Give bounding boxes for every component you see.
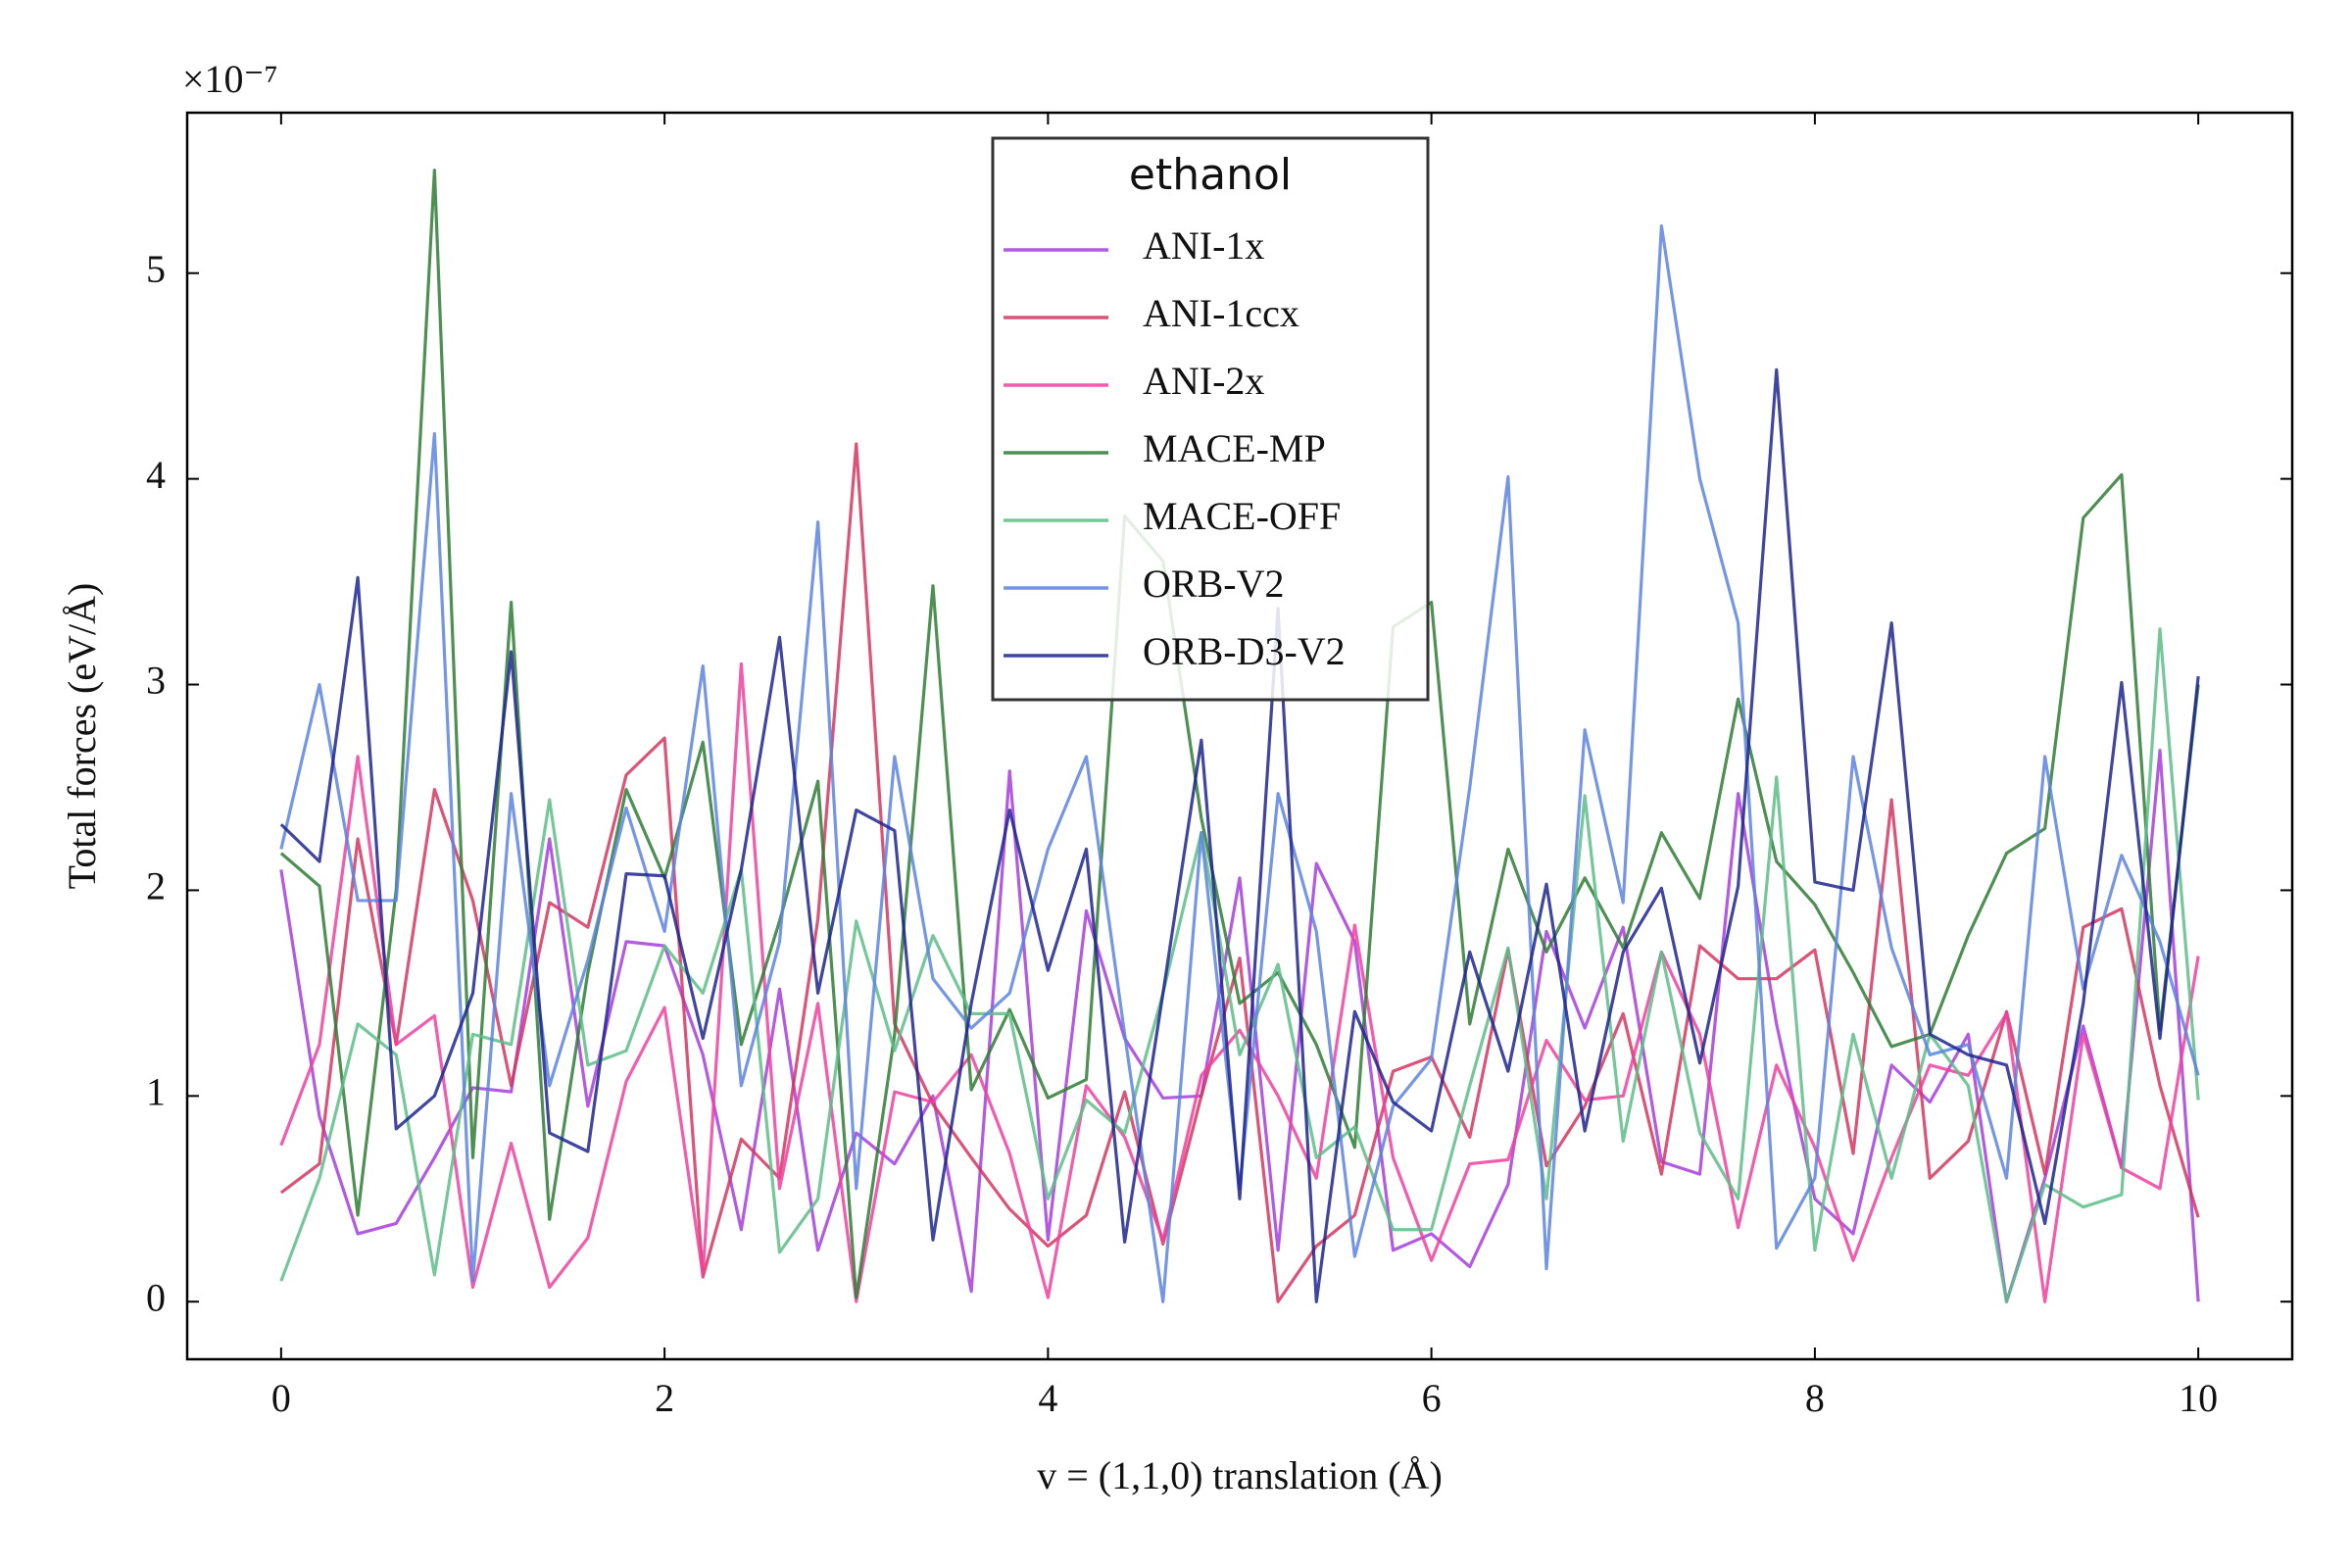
line: [279, 442, 2200, 1303]
line: [279, 662, 2200, 1303]
x-tick-label: 10: [2179, 1376, 2218, 1420]
y-tick-label: 4: [146, 453, 166, 497]
y-tick-label: 3: [146, 659, 166, 703]
offset-text: ×10⁻⁷: [182, 57, 278, 101]
legend-label: ANI-1ccx: [1143, 291, 1299, 335]
x-axis-label: v = (1,1,0) translation (Å): [1037, 1453, 1443, 1497]
x-tick-label: 6: [1422, 1376, 1442, 1420]
legend-label: ANI-2x: [1143, 359, 1264, 403]
y-axis-label: Total forces (eV/Å): [60, 583, 104, 890]
y-tick-label: 2: [146, 864, 166, 908]
legend-label: ORB-D3-V2: [1143, 629, 1346, 673]
plot-frame: [185, 111, 2294, 1361]
y-tick-label: 1: [146, 1069, 166, 1113]
legend-label: ORB-V2: [1143, 562, 1284, 606]
x-tick-label: 8: [1805, 1376, 1825, 1420]
line: [279, 368, 2200, 1303]
legend-label: ANI-1x: [1143, 223, 1264, 268]
y-tick-label: 0: [146, 1275, 166, 1319]
legend-label: MACE-OFF: [1143, 494, 1341, 538]
legend-box: [991, 136, 1430, 702]
x-tick-label: 2: [655, 1376, 674, 1420]
legend-label: MACE-MP: [1143, 426, 1326, 470]
legend-title: ethanol: [1129, 150, 1292, 200]
y-tick-label: 5: [146, 247, 166, 291]
x-tick-label: 0: [271, 1376, 291, 1420]
x-tick-label: 4: [1038, 1376, 1057, 1420]
